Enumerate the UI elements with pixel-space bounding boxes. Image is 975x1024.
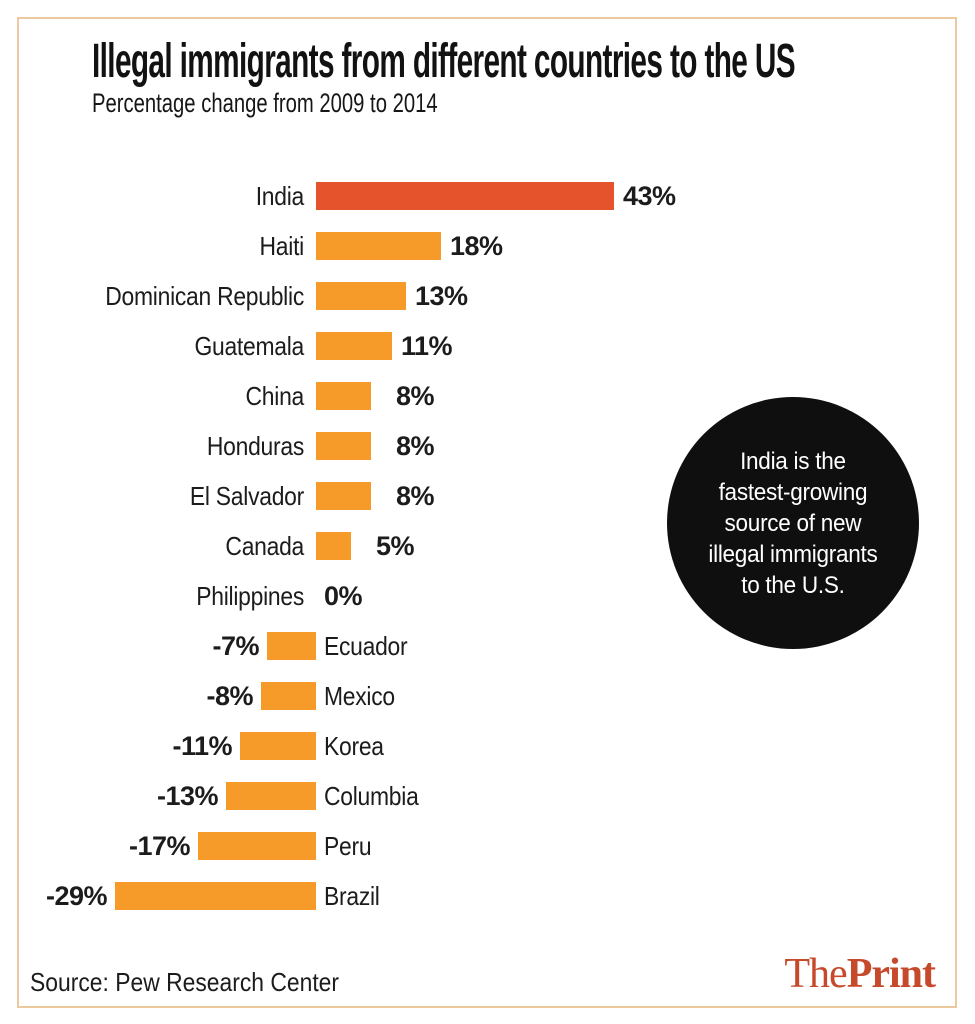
bar-row-ecuador: -7% Ecuador (0, 621, 975, 671)
bar-row-korea: -11% Korea (0, 721, 975, 771)
bar-value: -7% (212, 631, 259, 661)
bar-row-brazil: -29% Brazil (0, 871, 975, 921)
bar-label: Philippines (196, 581, 304, 611)
bar (316, 182, 614, 210)
chart-title: Illegal immigrants from different countr… (92, 35, 796, 88)
bar-value: -29% (45, 881, 108, 911)
annotation-line: source of new (724, 509, 862, 537)
annotation-line: fastest-growing (718, 478, 868, 506)
bar-label: Brazil (324, 881, 380, 911)
bar-label: India (255, 181, 305, 211)
bar-row-peru: -17% Peru (0, 821, 975, 871)
bar (261, 682, 316, 710)
bar-value: 5% (376, 531, 415, 561)
bar-value: 8% (396, 431, 435, 461)
bar-value: 43% (623, 181, 676, 211)
annotation-line: India is the (740, 447, 846, 475)
bar-value: 18% (450, 231, 503, 261)
bar-value: -8% (206, 681, 253, 711)
bar-value: 8% (396, 381, 435, 411)
bar-value: 13% (415, 281, 468, 311)
bar-row-columbia: -13% Columbia (0, 771, 975, 821)
bar-value: -17% (128, 831, 191, 861)
bar (267, 632, 316, 660)
annotation-text: India is the fastest-growing source of n… (708, 446, 877, 601)
annotation-circle: India is the fastest-growing source of n… (667, 397, 919, 649)
bar (198, 832, 316, 860)
bar-label: Peru (324, 831, 372, 861)
bar-row-mexico: -8% Mexico (0, 671, 975, 721)
bar (316, 232, 441, 260)
chart-subtitle: Percentage change from 2009 to 2014 (92, 88, 438, 118)
bar (316, 482, 371, 510)
bar (115, 882, 316, 910)
bar-row-philippines: Philippines 0% (0, 571, 975, 621)
bar-label: Dominican Republic (105, 281, 304, 311)
bar-row-guatemala: Guatemala 11% (0, 321, 975, 371)
annotation-line: illegal immigrants (708, 540, 878, 568)
logo-the: The (784, 951, 847, 997)
bar (316, 532, 351, 560)
bar (316, 382, 371, 410)
bar-label: Mexico (324, 681, 395, 711)
bar-label: Honduras (206, 431, 304, 461)
bar-chart: India 43% Haiti 18% Dominican Republic 13% Gua… (0, 171, 975, 921)
bar-row-el-salvador: El Salvador 8% (0, 471, 975, 521)
bar (316, 432, 371, 460)
bar-row-china: China 8% (0, 371, 975, 421)
bar (316, 332, 392, 360)
bar-label: El Salvador (189, 481, 304, 511)
bar-label: Haiti (259, 231, 305, 261)
source-text: Source: Pew Research Center (30, 967, 340, 997)
bar-value: 8% (396, 481, 435, 511)
bar-label: Ecuador (324, 631, 408, 661)
bar-label: China (245, 381, 305, 411)
bar-label: Guatemala (194, 331, 304, 361)
annotation-line: to the U.S. (741, 571, 845, 599)
bar-row-dominican-republic: Dominican Republic 13% (0, 271, 975, 321)
bar (240, 732, 316, 760)
bar-row-honduras: Honduras 8% (0, 421, 975, 471)
theprint-logo: ThePrint (784, 950, 936, 998)
bar-value: -11% (172, 731, 232, 761)
bar-row-india: India 43% (0, 171, 975, 221)
logo-print: Print (846, 951, 936, 997)
bar-row-haiti: Haiti 18% (0, 221, 975, 271)
bar-label: Canada (225, 531, 304, 561)
bar-value: -13% (156, 781, 219, 811)
bar-value: 0% (324, 581, 363, 611)
bar-label: Columbia (324, 781, 419, 811)
bar-value: 11% (401, 331, 453, 361)
bar (316, 282, 406, 310)
bar (226, 782, 316, 810)
bar-row-canada: Canada 5% (0, 521, 975, 571)
bar-label: Korea (324, 731, 384, 761)
